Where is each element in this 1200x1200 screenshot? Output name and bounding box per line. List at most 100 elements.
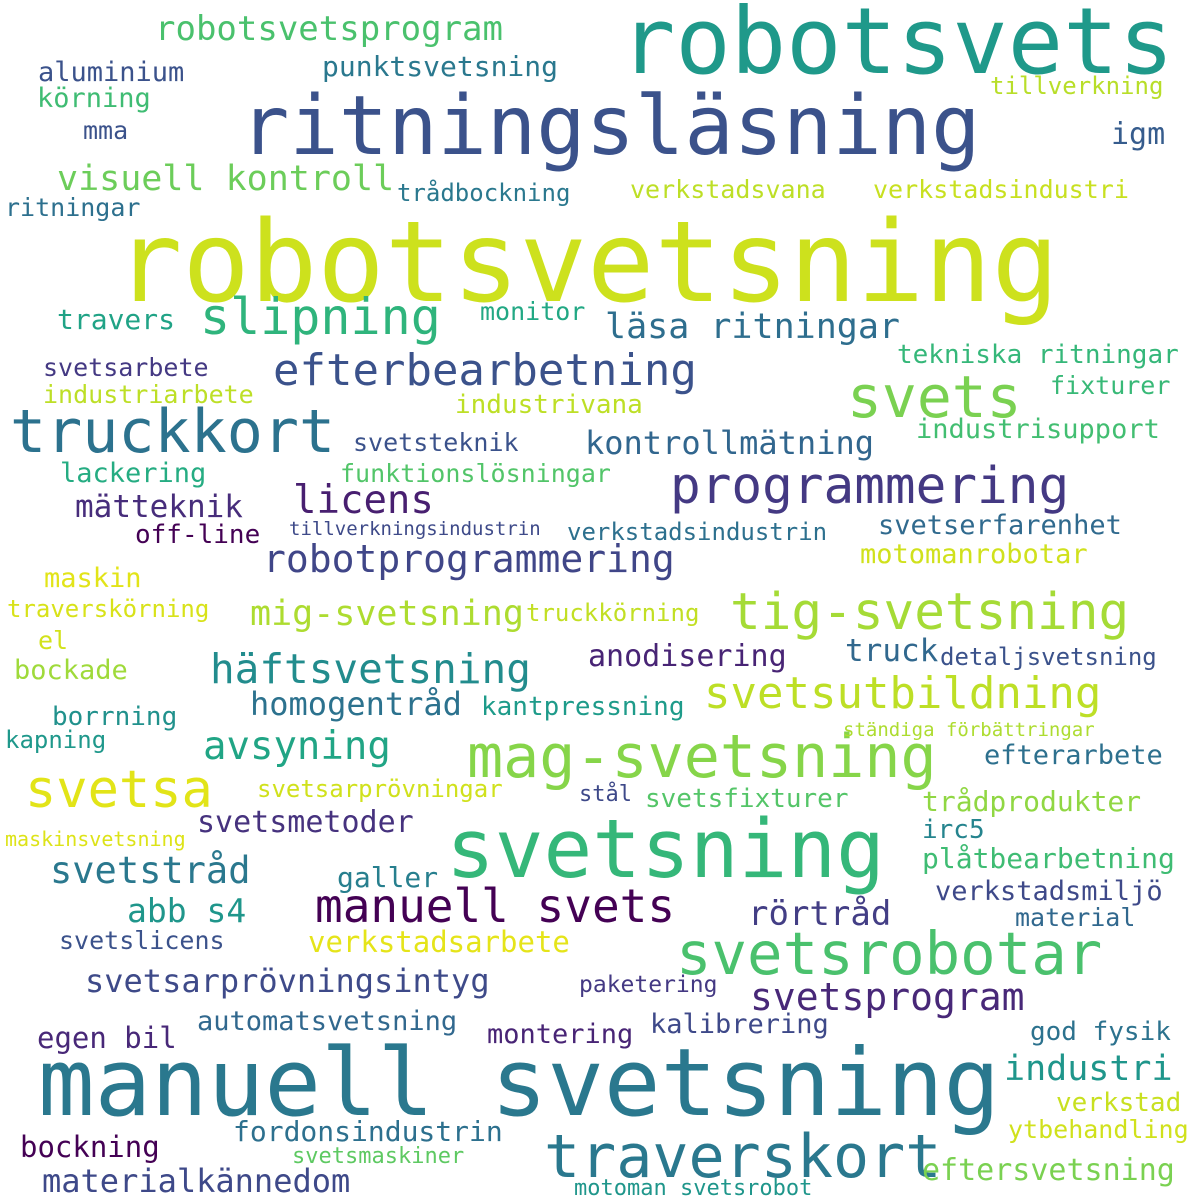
word-tradbockning: trådbockning — [397, 179, 571, 207]
word-materialkannedom: materialkännedom — [42, 1162, 351, 1200]
word-verkstadsindustrin: verkstadsindustrin — [567, 518, 828, 546]
word-industri: industri — [1004, 1049, 1173, 1089]
word-mag-svetsning: mag-svetsning — [467, 722, 937, 792]
word-licens: licens — [293, 478, 434, 523]
word-svetsteknik: svetsteknik — [353, 428, 519, 457]
word-matteknik: mätteknik — [75, 489, 243, 525]
word-verkstad: verkstad — [1056, 1088, 1182, 1118]
word-svetsning: svetsning — [446, 803, 885, 897]
word-svetsarprovningar: svetsarprövningar — [257, 775, 503, 803]
word-bockade: bockade — [14, 655, 128, 686]
word-egen-bil: egen bil — [37, 1021, 177, 1055]
word-motomanrobotar: motomanrobotar — [860, 539, 1088, 570]
word-truck: truck — [845, 633, 939, 669]
word-verkstadsvana: verkstadsvana — [630, 175, 826, 204]
word-svetsprogram: svetsprogram — [750, 975, 1025, 1019]
word-traverskort: traverskort — [544, 1122, 942, 1192]
word-stal: stål — [579, 782, 632, 807]
word-maskinsvetsning: maskinsvetsning — [5, 827, 186, 851]
word-automatsvetsning: automatsvetsning — [197, 1006, 458, 1037]
word-haftsvetsning: häftsvetsning — [210, 645, 531, 693]
word-verkstadsmiljo: verkstadsmiljö — [935, 876, 1163, 907]
word-galler: galler — [337, 861, 439, 894]
word-svetserfarenhet: svetserfarenhet — [878, 510, 1122, 541]
word-robotsvetsning: robotsvetsning — [115, 198, 1060, 328]
word-rortrad: rörtråd — [748, 894, 892, 934]
word-tillverkning: tillverkning — [990, 72, 1164, 100]
word-ytbehandling: ytbehandling — [1008, 1115, 1189, 1144]
word-svetsa: svetsa — [25, 760, 213, 820]
word-manuell-svets: manuell svets — [315, 879, 676, 933]
word-traverskorning: traverskörning — [7, 595, 210, 623]
word-borrning: borrning — [52, 702, 178, 732]
word-platbearbetning: plåtbearbetning — [922, 842, 1175, 875]
word-bockning: bockning — [20, 1130, 160, 1164]
word-svetsfixturer: svetsfixturer — [645, 784, 849, 814]
word-robotsvets: robotsvets — [620, 0, 1174, 95]
word-irc5: irc5 — [922, 815, 985, 845]
word-eftersvetsning: eftersvetsning — [922, 1153, 1175, 1188]
word-industrivana: industrivana — [455, 390, 643, 420]
word-industrisupport: industrisupport — [916, 414, 1160, 445]
word-montering: montering — [487, 1019, 634, 1050]
word-aluminium: aluminium — [38, 57, 185, 88]
word-visuell-kontroll: visuell kontroll — [57, 159, 395, 199]
word-slipning: slipning — [200, 288, 441, 346]
word-robotprogrammering: robotprogrammering — [263, 537, 675, 581]
word-travers: travers — [57, 303, 176, 336]
word-kapning: kapning — [5, 726, 107, 754]
word-svetsrobotar: svetsrobotar — [676, 919, 1103, 988]
word-ritningslasning: ritningsläsning — [240, 79, 981, 174]
word-fixturer: fixturer — [1050, 371, 1171, 400]
word-manuell-svetsning: manuell svetsning — [38, 1029, 1001, 1138]
word-verkstadsindustri: verkstadsindustri — [873, 175, 1129, 204]
word-robotsvetsprogram: robotsvetsprogram — [155, 9, 503, 49]
word-svets: svets — [847, 363, 1022, 431]
word-programmering: programmering — [670, 457, 1070, 516]
word-svetsarprovningsintyg: svetsarprövningsintyg — [85, 962, 490, 1000]
word-standiga-forbattringar: ständiga förbättringar — [843, 719, 1095, 741]
word-svetsarbete: svetsarbete — [43, 353, 209, 382]
word-lasa-ritningar: läsa ritningar — [605, 307, 901, 347]
word-svetslicens: svetslicens — [59, 926, 225, 955]
word-paketering: paketering — [579, 972, 718, 998]
word-svetstrad: svetstråd — [50, 849, 251, 892]
word-material: material — [1015, 903, 1136, 932]
word-mig-svetsning: mig-svetsning — [250, 594, 524, 634]
word-anodisering: anodisering — [588, 639, 787, 674]
word-avsyning: avsyning — [203, 724, 391, 769]
word-monitor: monitor — [480, 297, 586, 326]
word-svetsmaskiner: svetsmaskiner — [292, 1144, 465, 1169]
word-god-fysik: god fysik — [1030, 1017, 1171, 1047]
word-efterarbete: efterarbete — [984, 740, 1163, 771]
word-el: el — [38, 626, 69, 655]
word-tekniska-ritningar: tekniska ritningar — [897, 340, 1179, 370]
word-truckkort: truckkort — [10, 397, 336, 467]
word-funktionslosningar: funktionslösningar — [340, 459, 611, 488]
word-korning: körning — [37, 83, 151, 114]
word-abb-s4: abb s4 — [127, 891, 247, 930]
word-kantpressning: kantpressning — [481, 692, 685, 722]
word-homogentrad: homogentråd — [250, 685, 462, 723]
word-punktsvetsning: punktsvetsning — [322, 50, 559, 83]
word-kontrollmatning: kontrollmätning — [585, 424, 874, 462]
word-efterbearbetning: efterbearbetning — [273, 345, 697, 396]
word-detaljsvetsning: detaljsvetsning — [940, 643, 1157, 671]
word-industriarbete: industriarbete — [43, 380, 254, 409]
word-kalibrering: kalibrering — [650, 1009, 829, 1040]
word-maskin: maskin — [44, 563, 142, 594]
word-ritningar: ritningar — [5, 193, 141, 222]
word-lackering: lackering — [60, 458, 207, 489]
word-fordonsindustrin: fordonsindustrin — [233, 1115, 503, 1148]
word-verkstadsarbete: verkstadsarbete — [308, 925, 570, 959]
word-motoman-svetsrobot: motoman svetsrobot — [574, 1176, 813, 1200]
word-svetsutbildning: svetsutbildning — [704, 668, 1102, 719]
word-tig-svetsning: tig-svetsning — [730, 583, 1130, 642]
word-mma: mma — [83, 116, 129, 145]
word-igm: igm — [1111, 117, 1166, 152]
word-svetsmetoder: svetsmetoder — [197, 805, 414, 840]
word-truckkorning: truckkörning — [526, 599, 700, 627]
word-off-line: off-line — [135, 520, 261, 550]
word-tillverkningsindustrin: tillverkningsindustrin — [289, 518, 541, 540]
